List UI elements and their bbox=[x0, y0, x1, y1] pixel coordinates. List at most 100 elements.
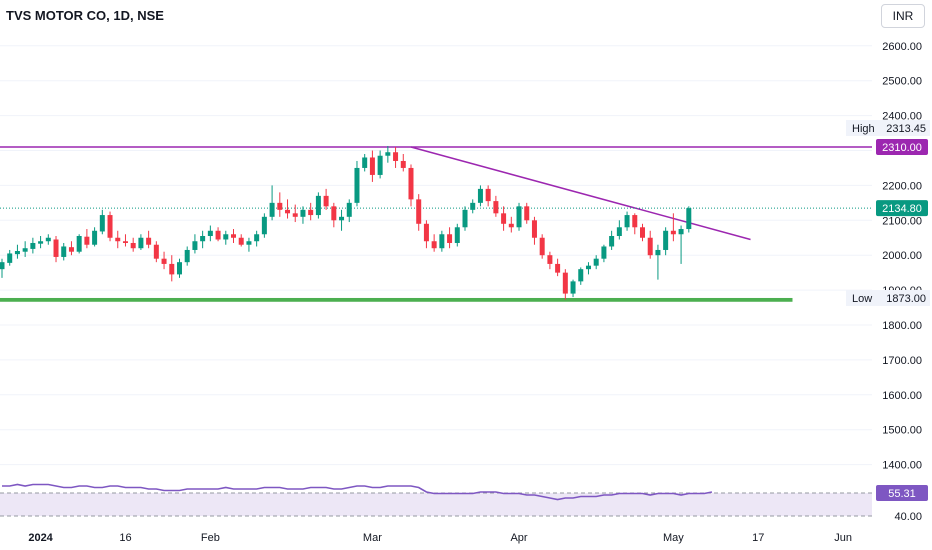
candle-body bbox=[277, 202, 283, 210]
price-axis[interactable]: 1400.001500.001600.001700.001800.001900.… bbox=[882, 41, 922, 523]
candle-body bbox=[130, 242, 136, 249]
candle-body bbox=[431, 241, 437, 249]
x-tick-label: Apr bbox=[510, 532, 527, 544]
candle-body bbox=[624, 215, 630, 228]
x-tick-label: Mar bbox=[363, 532, 382, 544]
rsi-value-tag: 55.31 bbox=[888, 488, 916, 500]
x-tick-label: 2024 bbox=[28, 532, 53, 544]
candle-body bbox=[655, 249, 661, 256]
candle-body bbox=[138, 237, 144, 249]
candle-body bbox=[393, 152, 399, 161]
candle-body bbox=[485, 188, 491, 202]
candle-body bbox=[562, 272, 568, 294]
candle-body bbox=[578, 269, 584, 282]
candle-body bbox=[354, 167, 360, 203]
candle-body bbox=[477, 188, 483, 203]
time-axis[interactable]: 2024 16 Feb Mar Apr May 17 Jun bbox=[28, 532, 852, 544]
candle-body bbox=[231, 234, 237, 238]
candle-body bbox=[416, 199, 422, 224]
candle-body bbox=[423, 223, 429, 242]
rsi-value-tag-bg bbox=[876, 485, 928, 502]
candle-body bbox=[385, 152, 391, 156]
level-labels: High 2313.45 2310.00 2134.80 Low 1873.00 55.31 bbox=[846, 120, 930, 502]
candle-body bbox=[570, 281, 576, 294]
candle-body bbox=[339, 216, 345, 221]
candle-body bbox=[107, 215, 113, 238]
y-tick-label: 1700.00 bbox=[882, 355, 922, 367]
candle-body bbox=[300, 209, 306, 217]
candle-body bbox=[346, 202, 352, 217]
candle-body bbox=[369, 157, 375, 175]
candle-body bbox=[153, 244, 159, 259]
candle-body bbox=[207, 230, 213, 237]
candle-body bbox=[547, 255, 553, 264]
last-price-tag-bg bbox=[876, 200, 928, 217]
high-level-bg bbox=[846, 120, 930, 136]
candle-body bbox=[678, 229, 684, 235]
y-tick-label: 1500.00 bbox=[882, 425, 922, 437]
candle-body bbox=[184, 249, 190, 263]
low-level-value: 1873.00 bbox=[886, 293, 926, 305]
candle-body bbox=[315, 195, 321, 216]
candle-body bbox=[632, 215, 638, 228]
support-band-rect bbox=[0, 297, 793, 302]
candle-body bbox=[647, 237, 653, 256]
currency-button[interactable]: INR bbox=[881, 4, 925, 28]
candle-body bbox=[0, 262, 5, 270]
candle-body bbox=[169, 263, 175, 275]
candle-body bbox=[238, 237, 244, 245]
y-tick-label: 2100.00 bbox=[882, 215, 922, 227]
candle-body bbox=[14, 251, 20, 255]
candle-body bbox=[585, 265, 591, 270]
trendline[interactable] bbox=[410, 146, 751, 241]
x-tick-label: May bbox=[663, 532, 684, 544]
candle-body bbox=[593, 258, 599, 266]
candle-body bbox=[539, 237, 545, 256]
y-tick-label: 2400.00 bbox=[882, 111, 922, 123]
candle-body bbox=[192, 241, 198, 250]
candle-body bbox=[555, 263, 561, 273]
candle-body bbox=[524, 206, 530, 221]
low-level-bg bbox=[846, 290, 930, 306]
candle-body bbox=[246, 241, 252, 245]
candle-body bbox=[508, 223, 514, 228]
price-grid bbox=[0, 45, 872, 466]
x-tick-label: 17 bbox=[752, 532, 764, 544]
high-level-label: High bbox=[852, 123, 875, 135]
candle-body bbox=[292, 213, 298, 217]
rsi-band bbox=[0, 493, 872, 516]
candle-body bbox=[639, 227, 645, 238]
candle-body bbox=[99, 215, 105, 232]
candle-body bbox=[84, 236, 90, 245]
y-tick-label: 2200.00 bbox=[882, 180, 922, 192]
candle-body bbox=[323, 195, 329, 207]
trendline-stroke bbox=[410, 146, 751, 241]
candle-body bbox=[609, 236, 615, 247]
candle-body bbox=[501, 213, 507, 224]
resistance-price-tag: 2310.00 bbox=[882, 142, 922, 154]
candle-body bbox=[516, 206, 522, 228]
candle-body bbox=[254, 234, 260, 242]
candle-body bbox=[400, 160, 406, 168]
y-tick-label: 1400.00 bbox=[882, 460, 922, 472]
chart-title: TVS MOTOR CO, 1D, NSE bbox=[6, 8, 164, 23]
candle-body bbox=[122, 241, 128, 243]
support-band bbox=[0, 297, 793, 302]
candle-body bbox=[22, 248, 28, 252]
candle-body bbox=[61, 246, 67, 257]
y-tick-label: 1600.00 bbox=[882, 390, 922, 402]
high-level-value: 2313.45 bbox=[886, 123, 926, 135]
y-tick-label: 2500.00 bbox=[882, 76, 922, 88]
rsi-pane bbox=[0, 483, 872, 517]
candle-body bbox=[470, 202, 476, 210]
candle-body bbox=[115, 237, 121, 242]
candle-body bbox=[308, 209, 314, 216]
x-tick-label: 16 bbox=[119, 532, 131, 544]
candle-body bbox=[269, 202, 275, 217]
candle-body bbox=[439, 234, 445, 249]
candle-body bbox=[215, 230, 221, 240]
candle-body bbox=[493, 201, 499, 214]
candle-body bbox=[454, 227, 460, 243]
candle-body bbox=[223, 234, 229, 240]
